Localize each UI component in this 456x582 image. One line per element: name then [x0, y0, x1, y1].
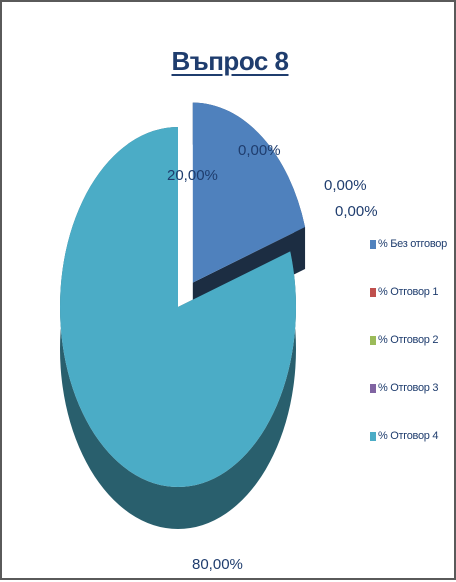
data-label-2: 0,00% — [238, 142, 281, 159]
legend-label-4: % Отговор 3 — [378, 382, 439, 394]
legend-item-5: % Отговор 4 — [370, 430, 456, 478]
legend-label-5: % Отговор 4 — [378, 430, 439, 442]
chart-title: Въпрос 8 — [171, 46, 290, 76]
pie-slice-5 — [59, 127, 296, 488]
data-label-4: 0,00% — [335, 203, 378, 220]
legend-swatch-1 — [370, 240, 376, 249]
data-label-1: 20,00% — [167, 167, 218, 184]
legend-label-1: % Без отговор — [378, 238, 447, 250]
legend-item-4: % Отговор 3 — [370, 382, 456, 430]
legend-label-3: % Отговор 2 — [378, 334, 439, 346]
legend-swatch-2 — [370, 288, 376, 297]
legend-item-1: % Без отговор — [370, 238, 456, 286]
legend-item-2: % Отговор 1 — [370, 286, 456, 334]
legend-item-3: % Отговор 2 — [370, 334, 456, 382]
legend-swatch-4 — [370, 384, 376, 393]
data-label-5: 80,00% — [192, 556, 243, 573]
legend-swatch-5 — [370, 432, 376, 441]
legend: % Без отговор % Отговор 1 % Отговор 2 % Отг… — [370, 238, 456, 478]
legend-swatch-3 — [370, 336, 376, 345]
legend-label-2: % Отговор 1 — [378, 286, 439, 298]
data-label-3: 0,00% — [324, 177, 367, 194]
pie-slice-1 — [192, 102, 306, 283]
